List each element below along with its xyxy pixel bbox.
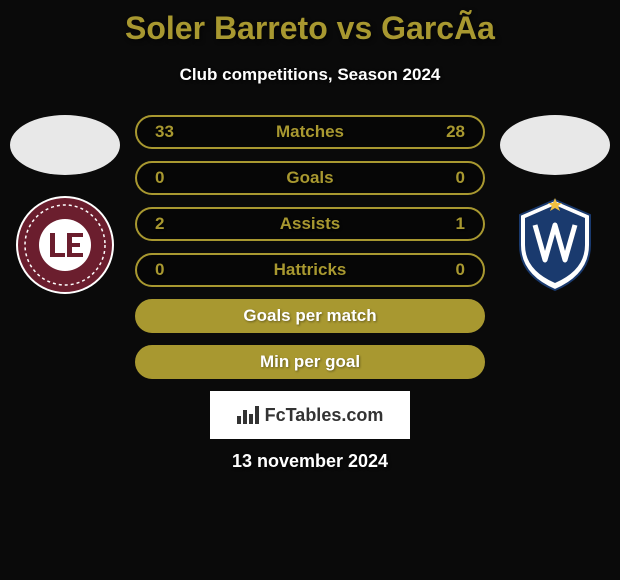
- stat-value-right: 1: [435, 214, 465, 234]
- stat-value-right: 0: [435, 168, 465, 188]
- stat-value-right: 28: [435, 122, 465, 142]
- subtitle: Club competitions, Season 2024: [0, 65, 620, 85]
- page-title: Soler Barreto vs GarcÃ­a: [0, 10, 620, 47]
- stat-row-matches: 33 Matches 28: [135, 115, 485, 149]
- velez-badge-icon: [505, 195, 605, 295]
- content-area: 33 Matches 28 0 Goals 0 2 Assists 1 0 Ha…: [0, 115, 620, 379]
- stats-column: 33 Matches 28 0 Goals 0 2 Assists 1 0 Ha…: [135, 115, 485, 379]
- stat-row-assists: 2 Assists 1: [135, 207, 485, 241]
- stat-value-right: 0: [435, 260, 465, 280]
- fctables-brand: FcTables.com: [210, 391, 410, 439]
- stat-row-min-per-goal: Min per goal: [135, 345, 485, 379]
- stat-label: Matches: [276, 122, 344, 142]
- avatar-left: [10, 115, 120, 175]
- stat-value-left: 2: [155, 214, 185, 234]
- team-badge-right: [505, 195, 605, 295]
- team-badge-left: [15, 195, 115, 295]
- stat-row-goals: 0 Goals 0: [135, 161, 485, 195]
- bar-chart-icon: [237, 406, 259, 424]
- player-left: [10, 115, 120, 295]
- stat-label: Hattricks: [274, 260, 347, 280]
- stat-label: Goals per match: [243, 306, 376, 326]
- stat-label: Goals: [286, 168, 333, 188]
- stat-label: Assists: [280, 214, 340, 234]
- player-right: [500, 115, 610, 295]
- avatar-right: [500, 115, 610, 175]
- stat-row-goals-per-match: Goals per match: [135, 299, 485, 333]
- footer: FcTables.com 13 november 2024: [0, 391, 620, 472]
- stat-value-left: 33: [155, 122, 185, 142]
- brand-text: FcTables.com: [265, 405, 384, 426]
- lanus-badge-icon: [15, 195, 115, 295]
- comparison-card: Soler Barreto vs GarcÃ­a Club competitio…: [0, 0, 620, 580]
- stat-label: Min per goal: [260, 352, 360, 372]
- stat-row-hattricks: 0 Hattricks 0: [135, 253, 485, 287]
- stat-value-left: 0: [155, 260, 185, 280]
- date-text: 13 november 2024: [232, 451, 388, 472]
- stat-value-left: 0: [155, 168, 185, 188]
